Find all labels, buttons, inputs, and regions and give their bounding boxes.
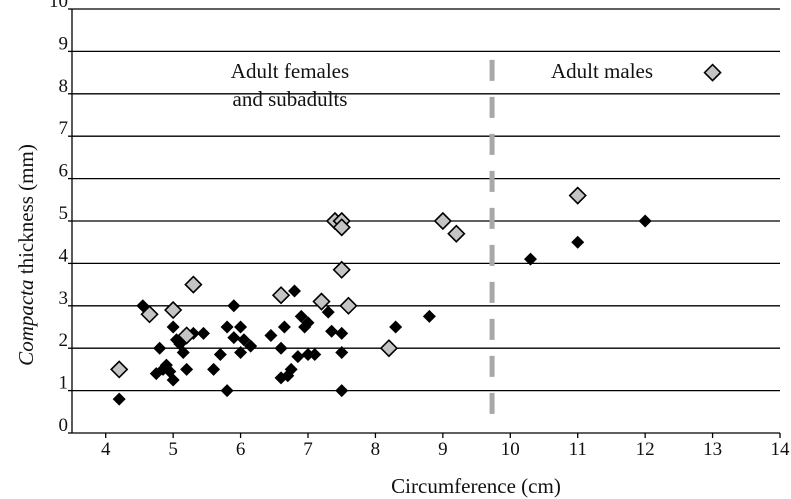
data-point-black: [207, 362, 221, 376]
data-point-black: [291, 350, 305, 364]
data-point-black: [153, 341, 167, 355]
data-point-black: [301, 348, 315, 362]
data-point-black: [112, 392, 126, 406]
x-tick-label: 6: [236, 439, 246, 460]
data-point-black: [244, 339, 258, 353]
data-point-black: [227, 299, 241, 313]
data-point-gray: [271, 286, 291, 305]
axes: [68, 8, 781, 438]
x-tick-label: 14: [771, 439, 791, 460]
data-point-gray: [140, 305, 159, 324]
data-point-black: [176, 345, 190, 359]
y-tick-label: 5: [59, 203, 69, 224]
x-axis-title: Circumference (cm): [391, 474, 561, 498]
annotation-2-line-1: Adult males: [551, 59, 653, 83]
annotation-1-line-1: Adult females: [231, 59, 349, 83]
data-point-black: [294, 309, 308, 323]
data-point-gray: [447, 224, 466, 243]
data-point-black: [166, 320, 180, 334]
data-point-black: [335, 384, 349, 398]
y-tick-label: 4: [59, 245, 69, 266]
x-tick-label: 10: [501, 439, 520, 460]
data-point-black: [288, 284, 302, 298]
data-point-black: [284, 362, 298, 376]
data-point-black: [180, 362, 194, 376]
data-point-gray: [433, 211, 452, 231]
data-points: [110, 63, 722, 406]
data-point-black: [213, 348, 227, 362]
data-point-black: [335, 345, 349, 359]
annotations: Adult females and subadults Adult males: [231, 59, 653, 111]
data-point-gray: [339, 296, 358, 315]
data-point-black: [220, 320, 234, 334]
data-point-black: [638, 214, 652, 228]
y-axis-title-rest: thickness (mm): [14, 144, 38, 279]
y-tick-label: 8: [59, 76, 69, 97]
x-tick-label: 8: [371, 439, 381, 460]
data-point-black: [227, 331, 241, 345]
data-point-gray: [568, 186, 587, 205]
data-point-black: [335, 326, 349, 340]
data-point-gray: [332, 260, 351, 279]
data-point-black: [274, 341, 288, 355]
x-tick-label: 12: [636, 439, 655, 460]
gridlines: [72, 8, 780, 392]
data-point-gray: [312, 292, 331, 311]
x-tick-label: 5: [168, 439, 178, 460]
data-point-gray: [379, 339, 399, 358]
data-point-black: [196, 326, 210, 340]
data-point-black: [389, 320, 403, 334]
data-point-black: [301, 316, 315, 330]
y-tick-label: 3: [59, 288, 69, 309]
x-tick-label: 11: [569, 439, 587, 460]
data-point-gray: [110, 360, 129, 379]
y-axis-title-italic: Compacta: [14, 279, 38, 365]
data-point-gray: [703, 63, 722, 82]
data-point-black: [237, 333, 251, 347]
data-point-black: [264, 328, 278, 342]
data-point-black: [524, 252, 538, 266]
data-point-gray: [164, 300, 183, 320]
annotation-1-line-2: and subadults: [233, 87, 348, 111]
y-tick-label: 0: [59, 415, 69, 436]
y-tick-label: 1: [59, 373, 69, 394]
data-point-black: [234, 320, 248, 334]
y-tick-label: 10: [49, 0, 68, 12]
y-tick-label: 2: [59, 330, 69, 351]
data-point-black: [571, 235, 585, 249]
x-tick-label: 13: [703, 439, 722, 460]
y-tick-label: 9: [59, 33, 69, 54]
data-point-gray: [332, 218, 351, 237]
x-tick-label: 9: [438, 439, 448, 460]
x-tick-label: 7: [303, 439, 313, 460]
data-point-black: [422, 309, 436, 323]
data-point-gray: [177, 326, 196, 345]
y-tick-label: 6: [59, 161, 69, 182]
data-point-gray: [184, 275, 203, 294]
y-tick-label: 7: [59, 118, 69, 139]
data-point-black: [325, 324, 339, 338]
data-point-black: [277, 320, 291, 334]
data-point-black: [308, 348, 322, 362]
y-axis-title: Compacta thickness (mm): [14, 144, 38, 366]
x-tick-label: 4: [101, 439, 111, 460]
data-point-black: [234, 345, 248, 359]
data-point-black: [220, 384, 234, 398]
data-point-black: [321, 305, 335, 319]
data-point-black: [166, 373, 180, 387]
